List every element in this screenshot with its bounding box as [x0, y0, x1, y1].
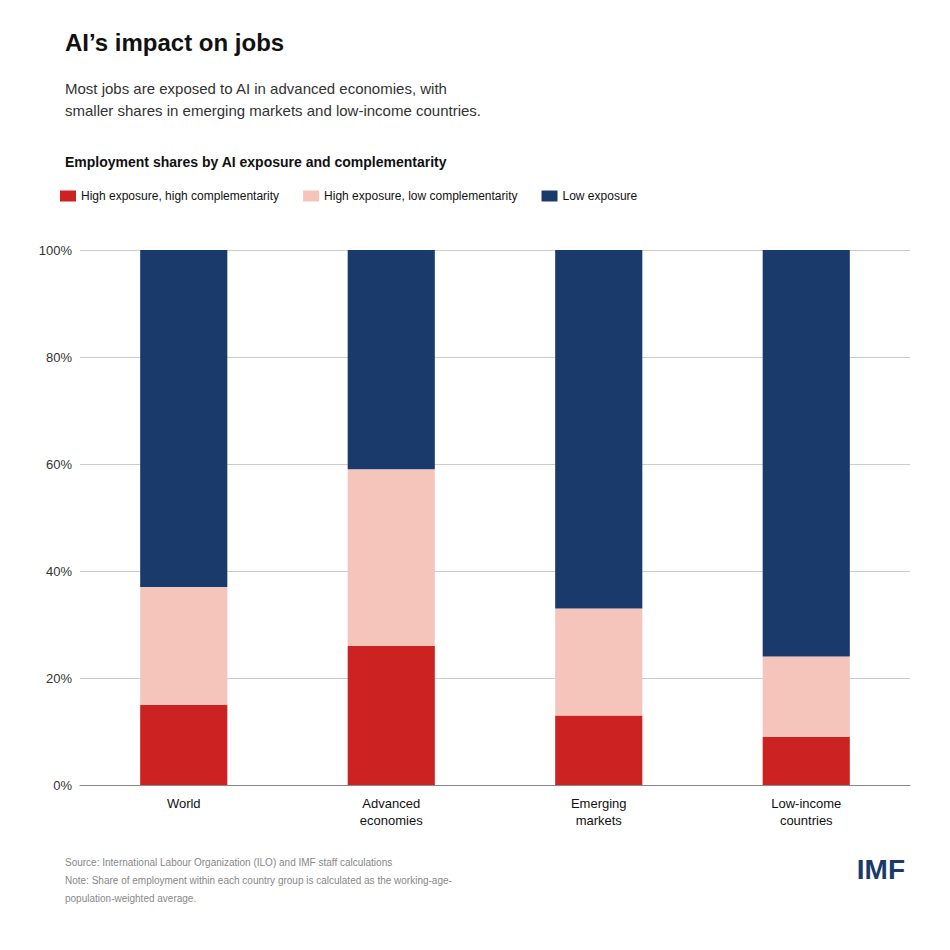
svg-text:40%: 40% — [46, 564, 72, 579]
svg-text:0%: 0% — [53, 778, 72, 793]
svg-text:80%: 80% — [46, 350, 72, 365]
svg-text:markets: markets — [576, 813, 623, 828]
svg-text:20%: 20% — [46, 671, 72, 686]
svg-text:AI’s impact on jobs: AI’s impact on jobs — [65, 29, 284, 56]
svg-text:Low-income: Low-income — [771, 796, 841, 811]
svg-text:High exposure, low complementa: High exposure, low complementarity — [324, 189, 517, 203]
svg-text:Employment shares by AI exposu: Employment shares by AI exposure and com… — [65, 154, 447, 170]
svg-text:World: World — [167, 796, 201, 811]
svg-text:countries: countries — [780, 813, 833, 828]
svg-text:60%: 60% — [46, 457, 72, 472]
svg-text:100%: 100% — [39, 243, 73, 258]
svg-text:population-weighted average.: population-weighted average. — [65, 893, 196, 904]
svg-text:Emerging: Emerging — [571, 796, 627, 811]
svg-text:economies: economies — [360, 813, 423, 828]
svg-text:Advanced: Advanced — [362, 796, 420, 811]
svg-text:smaller shares in emerging mar: smaller shares in emerging markets and l… — [65, 102, 481, 119]
svg-text:Most jobs are exposed to AI in: Most jobs are exposed to AI in advanced … — [65, 80, 447, 97]
svg-text:Source: International Labour O: Source: International Labour Organizatio… — [65, 857, 392, 868]
svg-text:Note: Share of employment with: Note: Share of employment within each co… — [65, 875, 452, 886]
svg-text:IMF: IMF — [857, 854, 905, 885]
svg-text:Low exposure: Low exposure — [563, 189, 638, 203]
svg-text:High exposure, high complement: High exposure, high complementarity — [81, 189, 279, 203]
